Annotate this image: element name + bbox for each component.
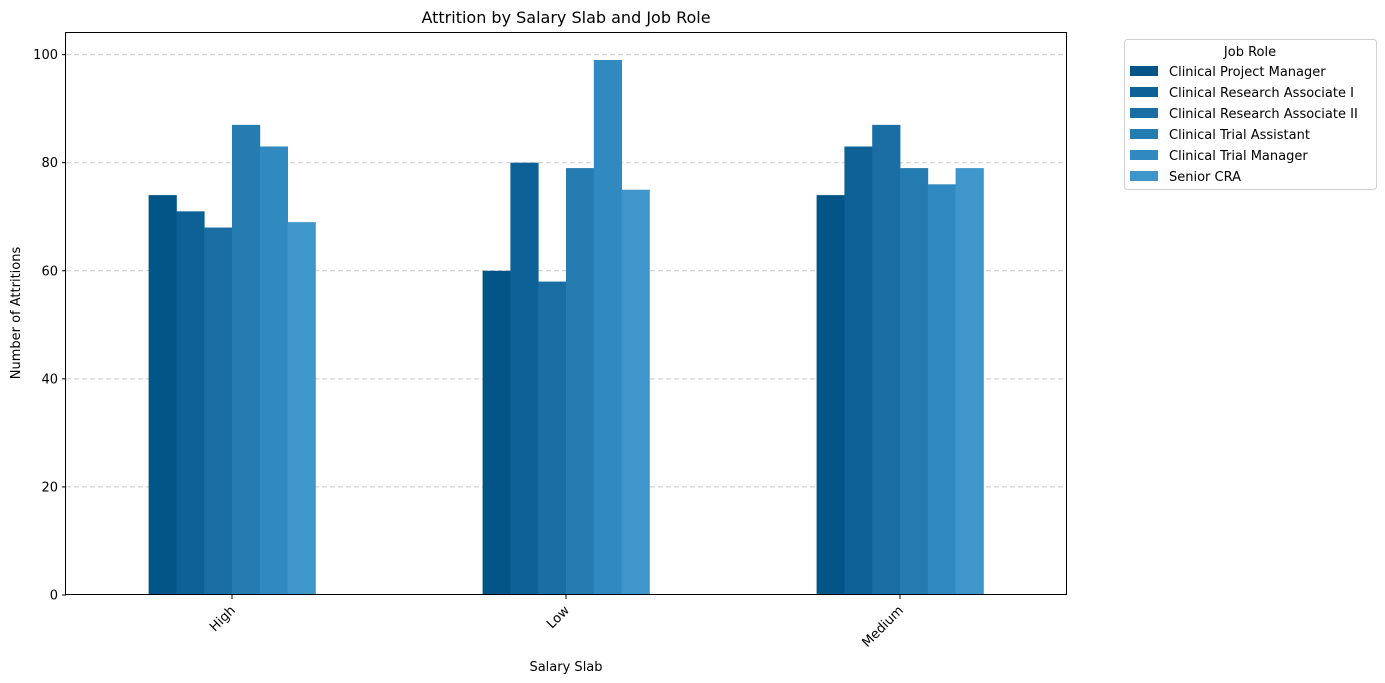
bar	[621, 189, 650, 595]
legend-label: Clinical Trial Assistant	[1169, 128, 1310, 143]
plot-frame	[65, 32, 1067, 595]
y-tick-label: 20	[41, 480, 58, 495]
bar	[204, 227, 233, 596]
y-axis-ticks: 0 20 40 60 80 100	[33, 48, 66, 604]
legend-label: Senior CRA	[1169, 170, 1241, 185]
bar	[287, 222, 316, 595]
legend-swatch	[1130, 150, 1158, 160]
legend-items: Clinical Project Manager Clinical Researc…	[1130, 65, 1358, 185]
legend-label: Clinical Research Associate II	[1169, 107, 1358, 122]
bar	[927, 184, 956, 596]
legend-swatch	[1130, 171, 1158, 181]
legend-title: Job Role	[1223, 45, 1276, 60]
legend-swatch	[1130, 129, 1158, 139]
bars	[148, 60, 984, 596]
bar	[510, 162, 539, 595]
bar	[593, 60, 622, 596]
legend-swatch	[1130, 108, 1158, 118]
legend-box	[1124, 39, 1377, 190]
bar	[955, 168, 984, 595]
x-tick-label: Medium	[859, 603, 906, 650]
y-tick-label: 60	[41, 264, 58, 279]
y-tick-label: 0	[50, 589, 58, 604]
bar	[482, 270, 511, 595]
bar	[816, 195, 845, 595]
bar	[872, 124, 901, 595]
y-tick-label: 100	[33, 48, 58, 63]
legend-swatch	[1130, 66, 1158, 76]
bar	[566, 168, 595, 595]
bar	[259, 146, 288, 595]
legend-label: Clinical Project Manager	[1169, 65, 1326, 80]
legend-label: Clinical Trial Manager	[1169, 149, 1308, 164]
y-tick-label: 40	[41, 372, 58, 387]
bar	[148, 195, 177, 595]
legend: Job Role Clinical Project ManagerClinica…	[1124, 39, 1377, 190]
legend-swatch	[1130, 87, 1158, 97]
bar	[176, 211, 205, 596]
x-tick-label: High	[207, 603, 239, 635]
y-axis-label: Number of Attritions	[9, 247, 24, 380]
bar	[900, 168, 929, 595]
x-tick-label: Low	[544, 603, 573, 632]
legend-label: Clinical Research Associate I	[1169, 86, 1354, 101]
chart-title: Attrition by Salary Slab and Job Role	[421, 8, 710, 27]
x-axis-label: Salary Slab	[529, 660, 602, 675]
bar	[232, 124, 261, 595]
x-axis-ticks: High Low Medium	[207, 595, 907, 651]
bar	[844, 146, 873, 595]
bar	[538, 281, 567, 595]
y-tick-label: 80	[41, 156, 58, 171]
